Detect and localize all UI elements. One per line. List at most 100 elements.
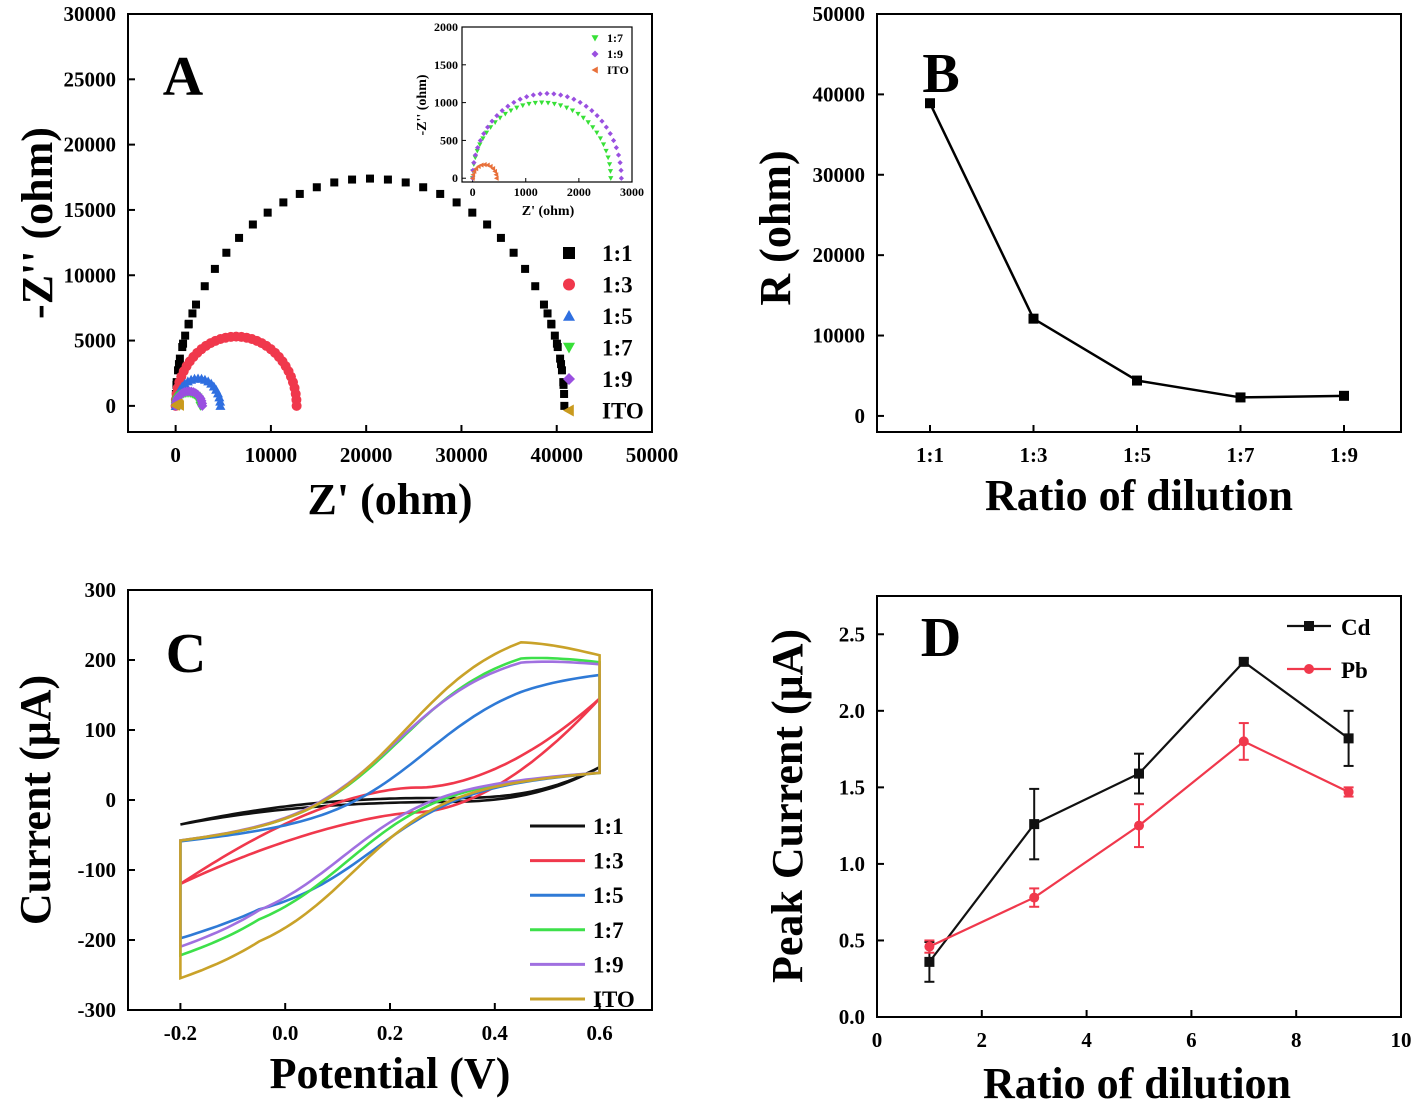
x-tick-label: 0: [872, 1028, 883, 1052]
data-point: [496, 233, 505, 242]
plot-frame: [876, 13, 1402, 433]
data-point: [184, 320, 193, 329]
legend-marker: [563, 278, 575, 291]
legend-label: 1:9: [602, 367, 633, 392]
y-axis-label: Current (μA): [11, 675, 60, 925]
inset-x-tick-label: 2000: [567, 185, 591, 199]
inset-point: [618, 167, 624, 174]
x-tick-label: 0.0: [272, 1021, 298, 1045]
inset-point: [472, 152, 479, 158]
inset-point: [606, 162, 613, 167]
series-1:7: [179, 656, 601, 958]
data-point: [181, 331, 190, 340]
series-1:9: [179, 660, 601, 949]
inset-point: [481, 131, 487, 137]
inset-point: [478, 162, 484, 168]
inset-point: [475, 145, 481, 151]
inset-point: [470, 167, 476, 174]
inset-point: [613, 145, 619, 151]
inset-point: [610, 137, 617, 144]
inset-point: [583, 103, 589, 109]
panel-b-chart: 1:1 1:3 1:5 1:7 1:9 0 10000 20000 30000 40000 5000…: [751, 2, 1402, 520]
data-point: [215, 396, 226, 406]
data-point: [557, 366, 566, 375]
inset-point: [597, 136, 604, 142]
x-tick-label: 40000: [530, 443, 583, 467]
inset-point: [551, 91, 557, 97]
inset-point: [481, 162, 487, 168]
y-tick-label: -200: [78, 928, 117, 952]
legend-marker: [1304, 664, 1314, 674]
data-point: [559, 378, 568, 387]
inset-legend-label: ITO: [607, 63, 629, 77]
data-point: [509, 248, 518, 257]
data-point: [192, 300, 201, 309]
data-point: [1134, 820, 1144, 831]
legend-label: 1:9: [593, 952, 624, 977]
inset-point: [603, 148, 609, 154]
data-point: [1028, 313, 1039, 324]
y-tick-label: 2.0: [839, 699, 865, 723]
inset-point: [508, 108, 514, 114]
x-axis-label: Ratio of dilution: [983, 1059, 1291, 1107]
legend-label: 1:1: [602, 241, 633, 266]
x-tick-label: 0: [170, 443, 181, 467]
data-point: [235, 233, 244, 242]
data-point: [483, 220, 492, 229]
inset-point: [489, 118, 495, 124]
y-tick-label: 2.5: [839, 622, 865, 646]
legend-label: ITO: [593, 987, 635, 1012]
data-point: [365, 174, 374, 183]
data-point: [436, 189, 445, 198]
series-ITO: [179, 640, 601, 981]
x-tick-label: 1:7: [1227, 443, 1255, 467]
legend-label: 1:3: [593, 849, 624, 874]
data-point: [925, 98, 935, 109]
y-tick-label: 30000: [813, 163, 866, 187]
y-tick-label: 1.0: [839, 852, 865, 876]
inset-point: [618, 175, 624, 181]
inset-point: [544, 90, 550, 97]
inset-point: [617, 160, 623, 166]
y-tick-label: -300: [78, 998, 117, 1022]
inset-point: [607, 131, 613, 137]
inset-legend-marker: [591, 50, 599, 58]
inset-x-tick-label: 1000: [514, 185, 538, 199]
inset-legend-label: 1:9: [607, 47, 623, 61]
panel-letter: D: [921, 607, 961, 669]
data-point: [1343, 786, 1354, 797]
data-point: [1134, 768, 1144, 779]
data-point: [263, 208, 272, 217]
inset-point: [539, 100, 545, 106]
inset-point: [477, 142, 483, 148]
inset-point: [575, 111, 581, 117]
y-tick-label: 0.5: [839, 928, 865, 952]
inset-point: [493, 172, 499, 178]
data-point: [924, 956, 935, 967]
inset-point: [520, 103, 526, 109]
inset-point: [577, 99, 583, 106]
y-tick-label: 0: [855, 404, 866, 428]
legend-label: ITO: [602, 399, 644, 424]
inset-point: [605, 155, 611, 161]
data-point: [188, 309, 197, 318]
inset-point: [474, 148, 480, 154]
data-point: [175, 354, 184, 363]
data-point: [1132, 375, 1142, 386]
inset-point: [505, 103, 511, 109]
inset-point: [589, 108, 595, 114]
inset-chart: 0 1000 2000 3000 0 500 1000 1500 2000 Z' (ohm) -Z'…: [415, 20, 644, 219]
inset-point: [524, 94, 530, 100]
legend-label: 1:7: [593, 918, 624, 943]
series-1:9: 1:9: [170, 367, 633, 411]
inset-point: [590, 125, 596, 130]
x-tick-label: 2: [977, 1028, 988, 1052]
data-point: [531, 282, 540, 291]
series-1:5: [179, 673, 601, 941]
y-tick-label: 5000: [74, 329, 116, 353]
legend-marker: [563, 310, 575, 321]
panel-letter: A: [163, 46, 204, 108]
inset-point: [585, 120, 591, 125]
inset-point: [514, 105, 520, 111]
